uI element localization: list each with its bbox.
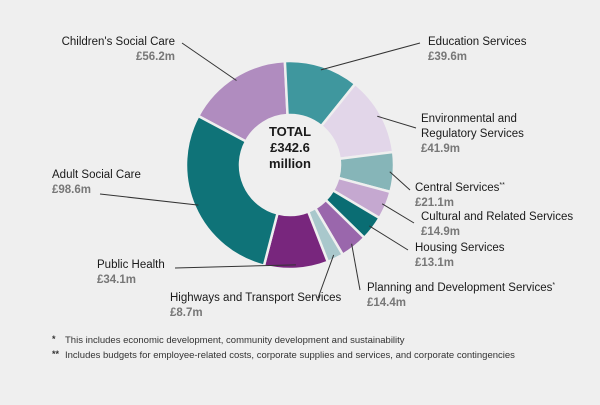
slice-value: £8.7m <box>170 307 203 319</box>
leader-line-8 <box>174 264 296 269</box>
leader-line-0 <box>181 42 237 81</box>
total-line-2: £342.6 <box>270 140 310 155</box>
label-childrens-social-care: Children's Social Care £56.2m <box>40 35 175 65</box>
total-line-3: million <box>269 156 311 171</box>
leader-line-6 <box>351 243 361 291</box>
label-adult-social-care: Adult Social Care £98.6m <box>52 168 141 198</box>
leader-line-7 <box>317 254 335 299</box>
slice-name: Housing Services <box>415 242 505 254</box>
label-environmental-regulatory: Environmental and Regulatory Services £4… <box>421 112 561 157</box>
leader-line-1 <box>320 42 421 71</box>
total-line-1: TOTAL <box>268 124 312 139</box>
leader-line-9 <box>99 193 199 206</box>
label-public-health: Public Health £34.1m <box>97 258 165 288</box>
footnote-text: This includes economic development, comm… <box>65 335 405 346</box>
slice-name: Children's Social Care <box>61 36 175 48</box>
slice-value: £39.6m <box>428 51 468 63</box>
slice-name: Education Services <box>428 36 527 48</box>
slice-value: £21.1m <box>415 197 455 209</box>
slice-name: Environmental and Regulatory Services <box>421 113 524 140</box>
slice-value: £98.6m <box>52 184 92 196</box>
slice-value: £56.2m <box>135 51 175 63</box>
slice-value: £41.9m <box>421 143 461 155</box>
label-highways-transport: Highways and Transport Services £8.7m <box>170 291 341 321</box>
slice-name: Adult Social Care <box>52 169 141 181</box>
slice-value: £34.1m <box>97 274 137 286</box>
total-label: TOTAL £342.6 million <box>245 124 335 172</box>
slice-name: Planning and Development Services <box>367 282 553 294</box>
slice-value: £14.9m <box>421 226 461 238</box>
slice-value: £14.4m <box>367 297 407 309</box>
label-central-services: Central Services** £21.1m <box>415 178 505 211</box>
leader-line-3 <box>389 171 411 191</box>
slice-name: Public Health <box>97 259 165 271</box>
leader-line-2 <box>377 115 417 129</box>
slice-name: Highways and Transport Services <box>170 292 342 304</box>
leader-line-4 <box>381 203 415 224</box>
label-education-services: Education Services £39.6m <box>428 35 526 65</box>
slice-name: Central Services <box>415 182 500 194</box>
label-cultural-related: Cultural and Related Services £14.9m <box>421 210 573 240</box>
footnote-mark: * <box>552 282 556 289</box>
footnote-mark: * <box>52 334 56 344</box>
slice-value: £13.1m <box>415 257 455 269</box>
label-planning-development: Planning and Development Services* £14.4… <box>367 278 555 311</box>
footnote-mark: ** <box>499 182 505 189</box>
footnote-text: Includes budgets for employee-related co… <box>65 350 515 361</box>
slice-name: Cultural and Related Services <box>421 211 574 223</box>
leader-line-5 <box>369 225 409 251</box>
footnote-mark: ** <box>52 349 60 359</box>
label-housing-services: Housing Services £13.1m <box>415 241 504 271</box>
slice-9 <box>184 114 279 268</box>
